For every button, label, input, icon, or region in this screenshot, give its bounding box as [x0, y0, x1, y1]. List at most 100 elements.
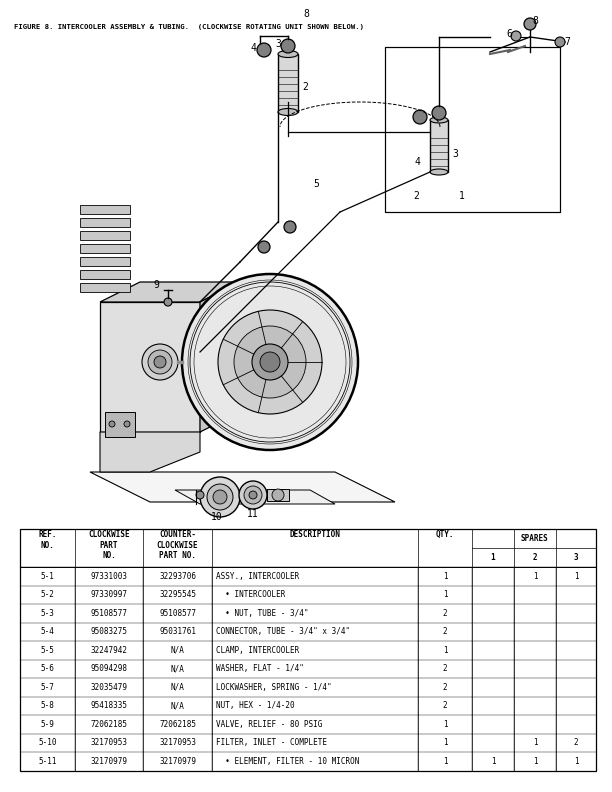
Text: 2: 2 — [442, 664, 447, 673]
Text: 5-1: 5-1 — [40, 572, 54, 581]
Text: PART: PART — [100, 541, 118, 550]
Text: 1: 1 — [442, 756, 447, 766]
Text: FIGURE 8. INTERCOOLER ASSEMBLY & TUBING.  (CLOCKWISE ROTATING UNIT SHOWN BELOW.): FIGURE 8. INTERCOOLER ASSEMBLY & TUBING.… — [14, 24, 364, 30]
Text: 4: 4 — [414, 157, 420, 167]
Text: 1: 1 — [442, 572, 447, 581]
Ellipse shape — [430, 117, 448, 123]
Text: 2: 2 — [413, 191, 419, 201]
Text: N/A: N/A — [171, 664, 184, 673]
Text: 5: 5 — [313, 179, 319, 189]
Text: 32295545: 32295545 — [159, 590, 196, 600]
Ellipse shape — [278, 51, 298, 58]
Circle shape — [281, 39, 295, 53]
Polygon shape — [80, 283, 130, 292]
Text: CONNECTOR, TUBE - 3/4" x 3/4": CONNECTOR, TUBE - 3/4" x 3/4" — [216, 627, 350, 636]
Text: 9: 9 — [153, 280, 159, 290]
Text: 1: 1 — [442, 720, 447, 729]
Text: 3: 3 — [573, 553, 578, 562]
Text: CLOCKWISE: CLOCKWISE — [88, 530, 130, 539]
Text: N/A: N/A — [171, 683, 184, 691]
Ellipse shape — [430, 169, 448, 175]
Circle shape — [124, 421, 130, 427]
Circle shape — [207, 484, 233, 510]
Text: 95108577: 95108577 — [159, 609, 196, 618]
Text: 3: 3 — [452, 149, 458, 159]
Text: 97331003: 97331003 — [91, 572, 127, 581]
Text: NO.: NO. — [40, 541, 54, 550]
Text: 95108577: 95108577 — [91, 609, 127, 618]
Text: 2: 2 — [442, 701, 447, 710]
Circle shape — [249, 491, 257, 499]
Polygon shape — [80, 270, 130, 279]
Text: • INTERCOOLER: • INTERCOOLER — [216, 590, 285, 600]
Text: 32170979: 32170979 — [91, 756, 127, 766]
Circle shape — [200, 477, 240, 517]
Circle shape — [272, 489, 284, 501]
Text: PART NO.: PART NO. — [159, 551, 196, 561]
Polygon shape — [90, 472, 395, 502]
Bar — [385, 47, 560, 212]
Text: 95031761: 95031761 — [159, 627, 196, 636]
Text: 3: 3 — [275, 39, 281, 49]
Text: 5-5: 5-5 — [40, 645, 54, 655]
Text: 6: 6 — [506, 29, 512, 39]
Circle shape — [284, 221, 296, 233]
Text: 95418335: 95418335 — [91, 701, 127, 710]
Circle shape — [239, 481, 267, 509]
Text: 1: 1 — [491, 756, 495, 766]
Bar — [385, 47, 560, 212]
Text: 1: 1 — [532, 572, 537, 581]
Text: 95094298: 95094298 — [91, 664, 127, 673]
Bar — [278, 54, 298, 112]
Text: WASHER, FLAT - 1/4": WASHER, FLAT - 1/4" — [216, 664, 304, 673]
Text: 5-10: 5-10 — [38, 738, 57, 747]
Text: 1: 1 — [532, 756, 537, 766]
Text: 2: 2 — [442, 683, 447, 691]
Text: 5-7: 5-7 — [40, 683, 54, 691]
Text: 2: 2 — [532, 553, 537, 562]
Polygon shape — [100, 302, 200, 432]
Text: 32170953: 32170953 — [91, 738, 127, 747]
Circle shape — [142, 344, 178, 380]
Text: 2: 2 — [442, 627, 447, 636]
Circle shape — [234, 326, 306, 398]
Text: 97330997: 97330997 — [91, 590, 127, 600]
Circle shape — [148, 350, 172, 374]
Text: 5-6: 5-6 — [40, 664, 54, 673]
Polygon shape — [80, 257, 130, 266]
Circle shape — [258, 241, 270, 253]
Text: 11: 11 — [247, 509, 259, 519]
Polygon shape — [100, 432, 200, 472]
Text: 1: 1 — [491, 553, 495, 562]
Text: CLAMP, INTERCOOLER: CLAMP, INTERCOOLER — [216, 645, 299, 655]
Text: • ELEMENT, FILTER - 10 MICRON: • ELEMENT, FILTER - 10 MICRON — [216, 756, 359, 766]
Circle shape — [511, 31, 521, 41]
Text: ASSY., INTERCOOLER: ASSY., INTERCOOLER — [216, 572, 299, 581]
Polygon shape — [80, 244, 130, 253]
Text: 5-4: 5-4 — [40, 627, 54, 636]
Text: 10: 10 — [211, 512, 223, 522]
Text: 1: 1 — [442, 738, 447, 747]
Circle shape — [252, 344, 288, 380]
Text: N/A: N/A — [171, 645, 184, 655]
Circle shape — [432, 106, 446, 120]
Text: QTY.: QTY. — [436, 530, 454, 539]
Text: 5-3: 5-3 — [40, 609, 54, 618]
Text: 1: 1 — [532, 738, 537, 747]
Circle shape — [413, 110, 427, 124]
Circle shape — [182, 274, 358, 450]
Circle shape — [109, 421, 115, 427]
Polygon shape — [80, 231, 130, 240]
Text: 5-8: 5-8 — [40, 701, 54, 710]
Bar — [267, 489, 289, 501]
Circle shape — [164, 298, 172, 306]
Text: 1: 1 — [459, 191, 465, 201]
Text: 2: 2 — [302, 82, 308, 92]
Text: 1: 1 — [442, 645, 447, 655]
Text: 32170979: 32170979 — [159, 756, 196, 766]
Text: 4: 4 — [250, 43, 256, 53]
Circle shape — [196, 491, 204, 499]
Text: 32247942: 32247942 — [91, 645, 127, 655]
Circle shape — [257, 43, 271, 57]
Polygon shape — [100, 282, 240, 302]
